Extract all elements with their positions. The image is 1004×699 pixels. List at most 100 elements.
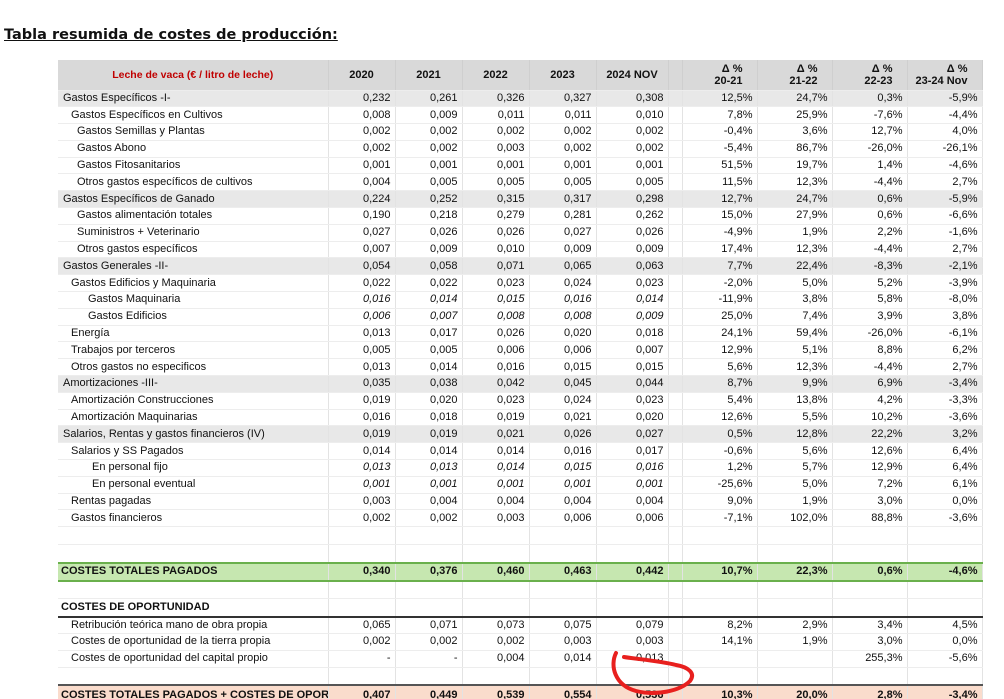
empty-cell (529, 544, 597, 564)
delta-cell: 13,8% (757, 392, 833, 410)
spacer-cell (668, 375, 683, 393)
value-cell: 0,045 (529, 375, 597, 393)
empty-cell (757, 598, 833, 618)
value-cell: 0,018 (395, 409, 463, 427)
value-cell: 0,016 (596, 459, 669, 477)
value-cell: 0,252 (395, 190, 463, 209)
delta-cell: -3,9% (907, 274, 983, 293)
table-row: Gastos Generales -II- 0,054 0,058 0,071 0,06… (58, 257, 983, 276)
delta-cell: 24,7% (757, 90, 833, 108)
row-label: Amortización Construcciones (58, 392, 329, 410)
delta-cell: 12,8% (757, 425, 833, 444)
opportunity-row: Retribución teórica mano de obra propia 0… (58, 616, 983, 635)
delta-cell: 0,6% (832, 561, 908, 582)
value-cell: 0,009 (596, 308, 669, 326)
table-row: Gastos financieros 0,002 0,002 0,003 0,006 0,… (58, 509, 983, 528)
table-row: Rentas pagadas 0,003 0,004 0,004 0,004 0,004 9… (58, 493, 983, 511)
delta-cell: 2,7% (907, 173, 983, 192)
empty-cell (682, 580, 758, 600)
row-label: Amortización Maquinarias (58, 409, 329, 427)
empty-cell (832, 598, 908, 618)
empty-cell (462, 580, 530, 600)
value-cell: 0,006 (529, 341, 597, 360)
value-cell: 0,011 (529, 106, 597, 125)
empty-cell (907, 526, 983, 546)
value-cell: 0,004 (462, 493, 530, 511)
value-cell: 0,065 (328, 616, 396, 635)
header-spacer (668, 60, 683, 91)
delta-cell: -3,4% (907, 684, 983, 699)
production-costs-table: Leche de vaca (€ / litro de leche) 2020 … (58, 60, 983, 699)
value-cell: 0,022 (328, 274, 396, 293)
value-cell: 0,023 (462, 392, 530, 410)
value-cell: 0,007 (596, 341, 669, 360)
delta-cell: -6,1% (907, 325, 983, 343)
spacer-cell (668, 308, 683, 326)
table-row: Gastos Fitosanitarios 0,001 0,001 0,001 0,00… (58, 157, 983, 175)
spacer-cell (668, 325, 683, 343)
delta-cell: 2,8% (832, 684, 908, 699)
delta-cell: 12,3% (757, 173, 833, 192)
empty-cell (668, 526, 683, 546)
row-label: Gastos Generales -II- (58, 257, 329, 276)
delta-cell: 7,2% (832, 476, 908, 494)
empty-cell (757, 544, 833, 564)
spacer-cell (668, 616, 683, 635)
spacer-cell (668, 476, 683, 494)
table-row: Gastos Abono 0,002 0,002 0,003 0,002 0,002 -5,… (58, 140, 983, 158)
table-row: Energía 0,013 0,017 0,026 0,020 0,018 24,1% 59,… (58, 325, 983, 343)
value-cell: 0,002 (596, 123, 669, 141)
value-cell: 0,015 (596, 358, 669, 377)
value-cell: 0,003 (462, 509, 530, 528)
value-cell: 0,001 (462, 157, 530, 175)
value-cell: 0,002 (328, 140, 396, 158)
table-row: Amortización Construcciones 0,019 0,020 0,0… (58, 392, 983, 410)
delta-cell: 12,9% (682, 341, 758, 360)
value-cell: 0,003 (328, 493, 396, 511)
spacer-cell (668, 509, 683, 528)
table-row: Gastos Específicos de Ganado 0,224 0,252 0,… (58, 190, 983, 209)
delta-cell: 5,7% (757, 459, 833, 477)
table-row: Otros gastos no especificos 0,013 0,014 0,0… (58, 358, 983, 377)
value-cell: 0,016 (529, 291, 597, 309)
value-cell: 0,017 (395, 325, 463, 343)
empty-cell (596, 580, 669, 600)
delta-cell: 14,1% (682, 633, 758, 651)
empty-cell (832, 526, 908, 546)
empty-cell (832, 544, 908, 564)
delta-cell: -7,6% (832, 106, 908, 125)
header-delta: Δ % 20-21 (682, 60, 758, 91)
row-label: Gastos Edificios (58, 308, 329, 326)
delta-cell: 7,4% (757, 308, 833, 326)
row-label: En personal eventual (58, 476, 329, 494)
delta-cell: 22,4% (757, 257, 833, 276)
value-cell: 0,013 (328, 459, 396, 477)
empty-cell (757, 667, 833, 686)
value-cell: 0,016 (328, 291, 396, 309)
empty-cell (529, 667, 597, 686)
value-cell: 0,014 (328, 442, 396, 461)
header-year: 2022 (462, 60, 530, 91)
delta-cell: 1,9% (757, 224, 833, 242)
empty-cell (832, 580, 908, 600)
opportunity-row: Costes de oportunidad del capital propio… (58, 650, 983, 668)
row-label: En personal fijo (58, 459, 329, 477)
value-cell: 0,020 (395, 392, 463, 410)
delta-cell: -6,6% (907, 207, 983, 225)
delta-cell: 9,9% (757, 375, 833, 393)
empty-cell (58, 526, 329, 546)
value-cell: 0,001 (395, 157, 463, 175)
delta-cell: 3,9% (832, 308, 908, 326)
value-cell: 0,016 (529, 442, 597, 461)
empty-cell (328, 544, 396, 564)
delta-cell: -5,9% (907, 90, 983, 108)
value-cell: 0,027 (529, 224, 597, 242)
spacer-cell (668, 257, 683, 276)
value-cell: 0,261 (395, 90, 463, 108)
delta-cell: 3,4% (832, 616, 908, 635)
value-cell: 0,002 (395, 509, 463, 528)
delta-cell: 4,5% (907, 616, 983, 635)
delta-cell: -4,4% (832, 173, 908, 192)
delta-cell: 255,3% (832, 650, 908, 668)
empty-cell (682, 598, 758, 618)
